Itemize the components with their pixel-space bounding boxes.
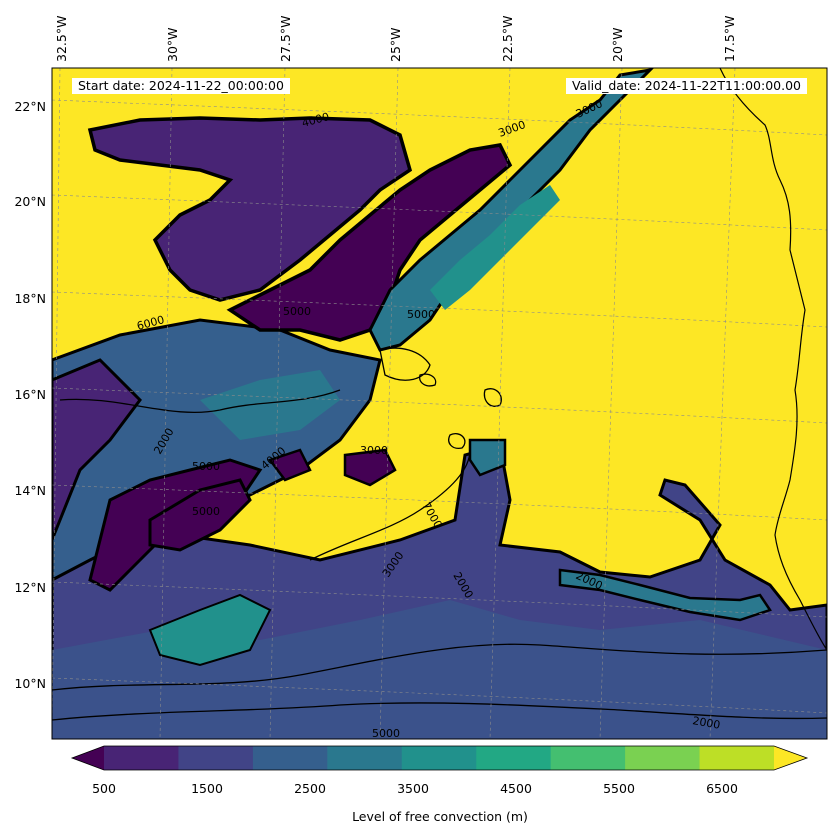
lfc-region-south-teal <box>148 593 272 667</box>
start-date-label: Start date: 2024-11-22_00:00:00 <box>72 78 290 94</box>
colorbar-tick-label: 5500 <box>603 781 635 796</box>
colorbar-tick-label: 1500 <box>191 781 223 796</box>
lfc-patch-3 <box>267 448 312 482</box>
africa-coastline <box>719 68 827 651</box>
colorbar-tick-label: 2500 <box>294 781 326 796</box>
colorbar-tick-label: 3500 <box>397 781 429 796</box>
contour-label: 2000 <box>691 714 721 732</box>
lat-label: 20°N <box>14 194 46 209</box>
map-panel: 4000 3000 3000 5000 2000 2000 2000 7000 … <box>52 68 827 740</box>
lfc-region-north-band <box>87 116 413 302</box>
lon-label: 17.5°W <box>722 16 737 62</box>
valid-date-label: Valid_date: 2024-11-22T11:00:00.00 <box>565 78 807 94</box>
longitude-labels: 32.5°W 30°W 27.5°W 25°W 22.5°W 20°W 17.5… <box>54 16 737 62</box>
lfc-patch-1 <box>343 448 397 487</box>
colorbar-segment <box>476 746 552 770</box>
colorbar-segment <box>327 746 403 770</box>
colorbar-segment <box>178 746 254 770</box>
lfc-region-diagonal-dark-2 <box>148 478 252 552</box>
colorbar-label: Level of free convection (m) <box>352 809 528 824</box>
colorbar-segment <box>401 746 477 770</box>
colorbar-outline <box>70 745 809 771</box>
lat-label: 12°N <box>14 580 46 595</box>
contour-lines <box>52 347 827 721</box>
lfc-region-east-teal <box>558 568 772 622</box>
contour-label: 5000 <box>372 727 400 740</box>
lon-label: 30°W <box>165 27 180 62</box>
contour-label: 5000 <box>283 305 311 318</box>
contour-label: 5000 <box>407 308 435 321</box>
lat-label: 22°N <box>14 99 46 114</box>
lfc-region-ne-lighter <box>430 185 560 310</box>
colorbar-tick-label: 500 <box>92 781 116 796</box>
lat-label: 14°N <box>14 483 46 498</box>
colorbar-segment <box>699 746 775 770</box>
lfc-region-west-teal <box>200 370 340 440</box>
contour-label: 5000 <box>192 505 220 518</box>
colorbar-segment <box>550 746 626 770</box>
lon-label: 20°W <box>610 27 625 62</box>
colorbar: 500 1500 2500 3500 4500 5500 6500 <box>70 745 809 796</box>
colorbar-max-extension <box>774 746 807 770</box>
lat-label: 18°N <box>14 291 46 306</box>
colorbar-segment <box>625 746 701 770</box>
colorbar-segment <box>252 746 328 770</box>
colorbar-min-extension <box>72 746 104 770</box>
colorbar-tick-label: 4500 <box>500 781 532 796</box>
lon-label: 32.5°W <box>54 16 69 62</box>
lfc-region-west-dark <box>52 358 142 541</box>
lfc-region-central-band <box>226 143 513 342</box>
lfc-region-south-inner <box>52 600 827 739</box>
lat-label: 10°N <box>14 676 46 691</box>
colorbar-segments <box>104 746 775 770</box>
map-frame <box>51 67 828 740</box>
colorbar-tick-label: 6500 <box>706 781 738 796</box>
contour-label: 3000 <box>360 444 388 457</box>
lon-label: 22.5°W <box>500 16 515 62</box>
colorbar-segment <box>104 746 179 770</box>
lat-label: 16°N <box>14 387 46 402</box>
lon-label: 25°W <box>388 27 403 62</box>
contour-label: 5000 <box>192 460 220 473</box>
lon-label: 27.5°W <box>278 16 293 62</box>
latitude-labels: 22°N 20°N 18°N 16°N 14°N 12°N 10°N <box>14 99 46 691</box>
colorbar-ticks: 500 1500 2500 3500 4500 5500 6500 <box>92 781 738 796</box>
graticule <box>52 68 827 739</box>
